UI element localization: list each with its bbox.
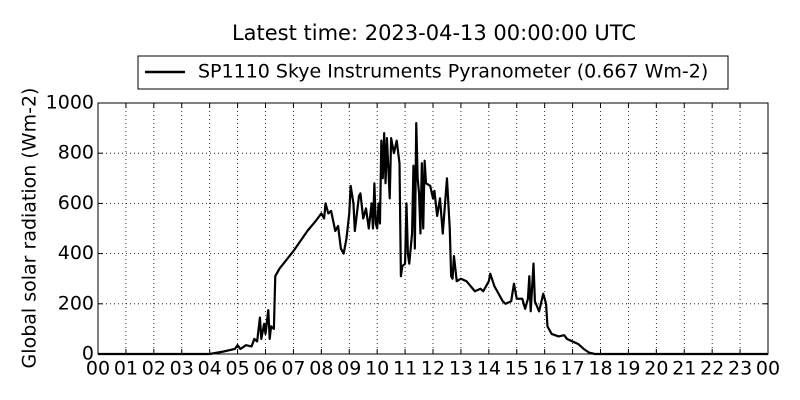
- plot-frame: [97, 102, 769, 355]
- x-tick-label: 14: [477, 358, 501, 380]
- x-tick-label: 15: [505, 358, 529, 380]
- x-tick-label: 21: [672, 358, 696, 380]
- x-tick-label: 06: [253, 358, 277, 380]
- chart-title: Latest time: 2023-04-13 00:00:00 UTC: [232, 21, 636, 45]
- x-tick-label: 03: [170, 358, 194, 380]
- y-tick-label: 0: [82, 343, 94, 365]
- x-tick-label: 02: [142, 358, 166, 380]
- legend-box: [137, 55, 729, 90]
- x-tick-label: 13: [449, 358, 473, 380]
- x-tick-label: 09: [337, 358, 361, 380]
- y-tick-label: 600: [58, 192, 94, 214]
- x-tick-label: 04: [198, 358, 222, 380]
- legend-entry: SP1110 Skye Instruments Pyranometer (0.6…: [198, 61, 708, 83]
- x-tick-label: 05: [225, 358, 249, 380]
- line-series: [98, 121, 768, 356]
- x-tick-label: 12: [421, 358, 445, 380]
- x-tick-label: 20: [644, 358, 668, 380]
- x-tick-label: 07: [281, 358, 305, 380]
- y-tick-label: 800: [58, 142, 94, 164]
- x-tick-label: 11: [393, 358, 417, 380]
- x-tick-label: 18: [588, 358, 612, 380]
- y-tick-label: 400: [58, 242, 94, 264]
- x-tick-label: 01: [114, 358, 138, 380]
- x-tick-label: 00: [756, 358, 780, 380]
- y-tick-label: 200: [58, 292, 94, 314]
- x-tick-label: 22: [700, 358, 724, 380]
- x-tick-label: 19: [616, 358, 640, 380]
- x-tick-label: 10: [365, 358, 389, 380]
- x-tick-label: 16: [533, 358, 557, 380]
- y-tick-label: 1000: [46, 92, 94, 114]
- x-tick-label: 00: [86, 358, 110, 380]
- x-tick-label: 17: [560, 358, 584, 380]
- x-tick-label: 08: [309, 358, 333, 380]
- y-axis-label: Global solar radiation (Wm-2): [19, 88, 41, 369]
- x-tick-label: 23: [728, 358, 752, 380]
